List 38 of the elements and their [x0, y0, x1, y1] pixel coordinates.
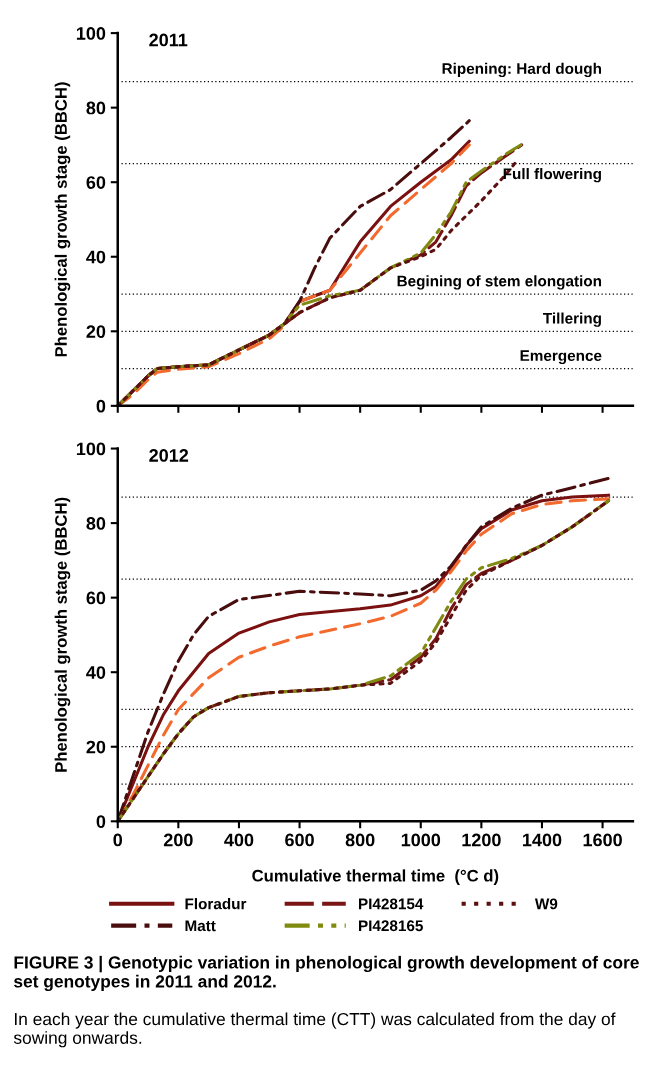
y-axis-title: Phenological growth stage (BBCH)	[54, 497, 71, 772]
y-tick-label: 80	[86, 517, 106, 530]
legend-label: Floradur	[185, 898, 247, 910]
legend-label: Matt	[185, 920, 216, 932]
caption: FIGURE 3 | Genotypic variation in phenological growth development of core set genotypes in 2011 and 2012.	[13, 955, 639, 992]
x-tick-label: 200	[163, 833, 193, 847]
x-tick-label: 600	[285, 833, 314, 847]
x-tick-label: 400	[224, 833, 254, 847]
y-tick-label: 0	[96, 399, 106, 413]
x-tick-label: 1600	[583, 833, 622, 847]
legend-label: PI428165	[359, 920, 423, 932]
ref-line-label: Full flowering	[503, 168, 601, 183]
x-axis-title: Cumulative thermal time (°C d)	[252, 869, 499, 885]
ref-line-label: Ripening: Hard dough	[442, 62, 602, 78]
legend-label: PI428154	[359, 898, 424, 910]
y-tick-label: 100	[76, 27, 106, 40]
y-tick-label: 60	[86, 176, 106, 189]
ref-line-label: Emergence	[520, 350, 602, 365]
x-tick-label: 800	[345, 833, 375, 847]
y-tick-label: 80	[86, 101, 106, 115]
y-tick-label: 20	[86, 740, 106, 754]
ref-line-label: Tillering	[542, 312, 601, 327]
y-axis-title: Phenological growth stage (BBCH)	[54, 82, 71, 357]
chart-title: 2012	[149, 449, 189, 462]
y-tick-label: 0	[96, 815, 106, 829]
legend-label: W9	[534, 898, 558, 910]
x-tick-label: 0	[113, 833, 123, 847]
x-tick-label: 1000	[401, 833, 441, 847]
y-tick-label: 40	[86, 250, 106, 264]
y-tick-label: 100	[76, 442, 106, 456]
y-tick-label: 40	[86, 666, 106, 679]
y-tick-label: 20	[86, 325, 106, 339]
text: In each year the cumulative thermal time (CTT) was calculated from the day of sowing onwards.	[13, 1012, 616, 1048]
x-tick-label: 1200	[462, 833, 501, 847]
chart-title: 2011	[149, 33, 188, 47]
ref-line-label: Begining of stem elongation	[397, 275, 602, 290]
x-tick-label: 1400	[523, 833, 562, 847]
y-tick-label: 60	[86, 591, 106, 605]
